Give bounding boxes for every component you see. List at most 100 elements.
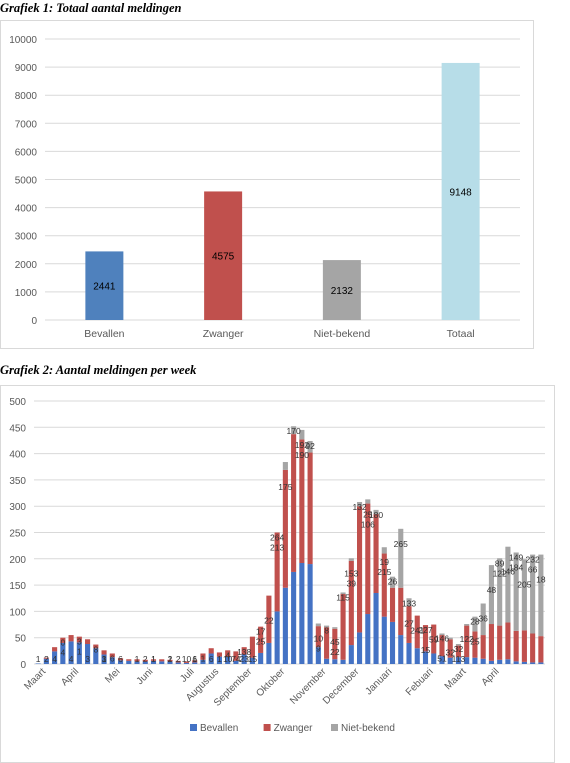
chart2-data-label: 22 bbox=[264, 616, 274, 626]
chart2-data-label: 92 bbox=[305, 441, 315, 451]
chart2-data-label: 1 bbox=[77, 647, 82, 657]
chart2-bar-bevallen bbox=[431, 653, 437, 664]
chart2-bar-zwanger bbox=[109, 653, 115, 658]
chart2-data-label: 0 bbox=[60, 638, 65, 648]
chart2-bar-zwanger bbox=[340, 594, 346, 660]
chart2-data-label: 192 bbox=[295, 440, 309, 450]
chart2-bar-bevallen bbox=[299, 563, 305, 664]
chart2-data-label: 74 bbox=[231, 654, 241, 664]
chart2-bar-bevallen bbox=[381, 616, 387, 664]
chart2-bar-bevallen bbox=[357, 632, 363, 664]
chart2-bar-bevallen bbox=[208, 653, 214, 664]
chart2-bar-niet-bekend bbox=[447, 637, 453, 640]
chart2-bar-niet-bekend bbox=[340, 592, 346, 595]
chart2-legend-label: Niet-bekend bbox=[341, 723, 395, 734]
chart2-bar-zwanger bbox=[488, 624, 494, 661]
chart2-bar-zwanger bbox=[85, 639, 91, 645]
chart1-x-tick-label: Bevallen bbox=[84, 328, 124, 340]
chart1-y-tick-label: 7000 bbox=[15, 119, 38, 130]
chart2-bar-bevallen bbox=[414, 648, 420, 664]
chart2-bar-niet-bekend bbox=[530, 554, 536, 634]
chart2-bar-zwanger bbox=[183, 661, 190, 663]
chart2-bar-bevallen bbox=[324, 658, 330, 664]
chart2-x-tick-label: December bbox=[321, 666, 362, 707]
chart2-y-tick-label: 200 bbox=[9, 555, 26, 566]
chart2-bar-zwanger bbox=[381, 553, 387, 617]
chart2-bar-zwanger bbox=[521, 630, 527, 662]
chart1-bar-bevallen bbox=[85, 251, 124, 320]
chart2-bar-zwanger bbox=[126, 659, 132, 661]
chart2-data-label: 115 bbox=[336, 592, 350, 602]
chart2-bar-zwanger bbox=[200, 653, 206, 660]
chart2-bar-bevallen bbox=[340, 659, 346, 664]
chart2-data-label: 39 bbox=[347, 578, 357, 588]
chart2-data-label: 10 bbox=[223, 654, 233, 664]
chart2-bar-zwanger bbox=[324, 627, 330, 659]
chart2-y-tick-label: 500 bbox=[9, 397, 26, 408]
chart2-bar-zwanger bbox=[43, 657, 49, 659]
chart2-y-tick-label: 350 bbox=[9, 476, 26, 487]
chart2-bar-niet-bekend bbox=[455, 644, 462, 646]
chart2-bar-zwanger bbox=[538, 636, 544, 663]
chart2-bar-niet-bekend bbox=[381, 547, 387, 554]
chart2-bar-bevallen bbox=[225, 656, 231, 664]
chart2-bar-zwanger bbox=[117, 658, 124, 661]
chart2-bar-niet-bekend bbox=[389, 576, 396, 588]
chart2-bar-zwanger bbox=[307, 452, 313, 565]
chart2-data-label: 6 bbox=[118, 654, 123, 664]
chart2-y-tick-label: 0 bbox=[20, 660, 26, 671]
chart2-bar-zwanger bbox=[274, 532, 280, 612]
chart2-bar-bevallen bbox=[447, 657, 453, 664]
chart2-data-label: 149 bbox=[509, 552, 523, 562]
chart2-bar-zwanger bbox=[233, 651, 239, 661]
chart2-bar-zwanger bbox=[398, 587, 404, 636]
chart2-bar-niet-bekend bbox=[480, 603, 486, 636]
chart2-data-label: 264 bbox=[270, 533, 284, 543]
chart1-data-label: 9148 bbox=[450, 187, 473, 198]
chart2-bar-bevallen bbox=[513, 661, 519, 664]
chart2-bar-bevallen bbox=[117, 660, 124, 664]
chart2-data-label: 113 bbox=[452, 654, 466, 664]
chart2-bar-bevallen bbox=[216, 656, 222, 664]
chart1-y-tick-label: 4000 bbox=[15, 204, 38, 215]
chart2-bar-niet-bekend bbox=[464, 624, 470, 626]
chart2-bar-niet-bekend bbox=[406, 598, 412, 607]
chart2-data-label: 4 bbox=[52, 654, 57, 664]
chart2-bar-bevallen bbox=[126, 660, 132, 664]
chart2-bar-bevallen bbox=[35, 663, 41, 664]
chart2-bar-bevallen bbox=[68, 641, 74, 664]
chart2-bar-zwanger bbox=[480, 635, 486, 659]
chart2-bar-zwanger bbox=[142, 659, 148, 662]
chart2-bar-bevallen bbox=[109, 657, 115, 664]
chart1-y-tick-label: 2000 bbox=[15, 260, 38, 271]
chart2-data-label: 4 bbox=[60, 648, 65, 658]
chart2-bar-zwanger bbox=[60, 637, 66, 643]
chart2-bar-bevallen bbox=[406, 642, 412, 664]
chart2-bar-bevallen bbox=[159, 661, 165, 664]
chart2-data-label: 1 bbox=[102, 654, 107, 664]
chart2-data-label: 146 bbox=[501, 567, 515, 577]
chart2-data-label: 27 bbox=[404, 618, 414, 628]
chart2-bar-zwanger bbox=[365, 503, 371, 615]
chart2-legend-swatch bbox=[331, 724, 338, 731]
chart2-bar-bevallen bbox=[464, 657, 470, 664]
chart2-bar-zwanger bbox=[68, 635, 74, 642]
chart1-bar-zwanger bbox=[204, 191, 243, 320]
chart2-bar-bevallen bbox=[192, 662, 198, 664]
chart2-bar-bevallen bbox=[530, 662, 536, 664]
chart2-x-tick-label: Juli bbox=[178, 666, 196, 684]
chart2-bar-zwanger bbox=[159, 659, 165, 662]
chart2-bar-bevallen bbox=[183, 662, 190, 664]
chart1-y-tick-label: 10000 bbox=[9, 35, 37, 46]
chart2-legend-label: Zwanger bbox=[274, 723, 314, 734]
chart2-x-tick-label: Oktober bbox=[254, 666, 287, 699]
chart2-x-tick-label: Juni bbox=[135, 666, 156, 687]
chart1-x-tick-label: Niet-bekend bbox=[314, 328, 371, 340]
chart1-x-tick-label: Zwanger bbox=[203, 328, 244, 340]
chart2-data-label: 32 bbox=[454, 644, 464, 654]
chart2-bar-zwanger bbox=[291, 434, 297, 572]
chart1-y-tick-label: 6000 bbox=[15, 147, 38, 158]
chart2-bar-zwanger bbox=[192, 660, 198, 663]
chart2-bar-zwanger bbox=[505, 622, 511, 660]
